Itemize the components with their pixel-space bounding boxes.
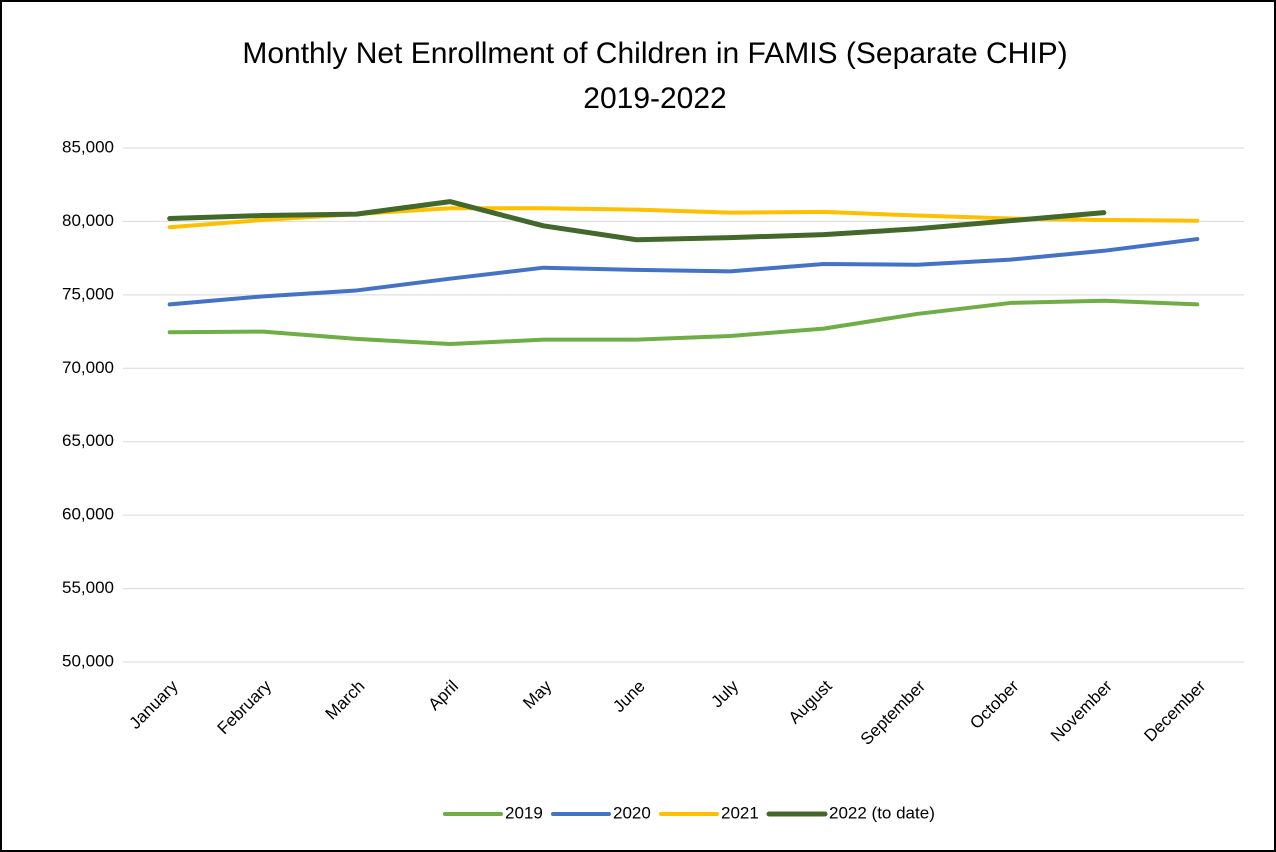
chart-title: Monthly Net Enrollment of Children in FA… [242,37,1067,70]
chart-subtitle: 2019-2022 [583,82,726,115]
y-tick-label: 65,000 [62,431,114,450]
legend-label: 2021 [721,803,759,822]
legend-label: 2019 [505,803,543,822]
legend-label: 2020 [613,803,651,822]
y-tick-label: 80,000 [62,211,114,230]
series-line [167,199,1107,243]
y-tick-label: 60,000 [62,505,114,524]
y-tick-label: 70,000 [62,358,114,377]
legend-label: 2022 (to date) [829,803,935,822]
series-line [167,237,1200,307]
y-tick-label: 85,000 [62,137,114,156]
y-tick-label: 50,000 [62,651,114,670]
series-line [167,298,1200,347]
y-tick-label: 75,000 [62,284,114,303]
y-tick-label: 55,000 [62,578,114,597]
